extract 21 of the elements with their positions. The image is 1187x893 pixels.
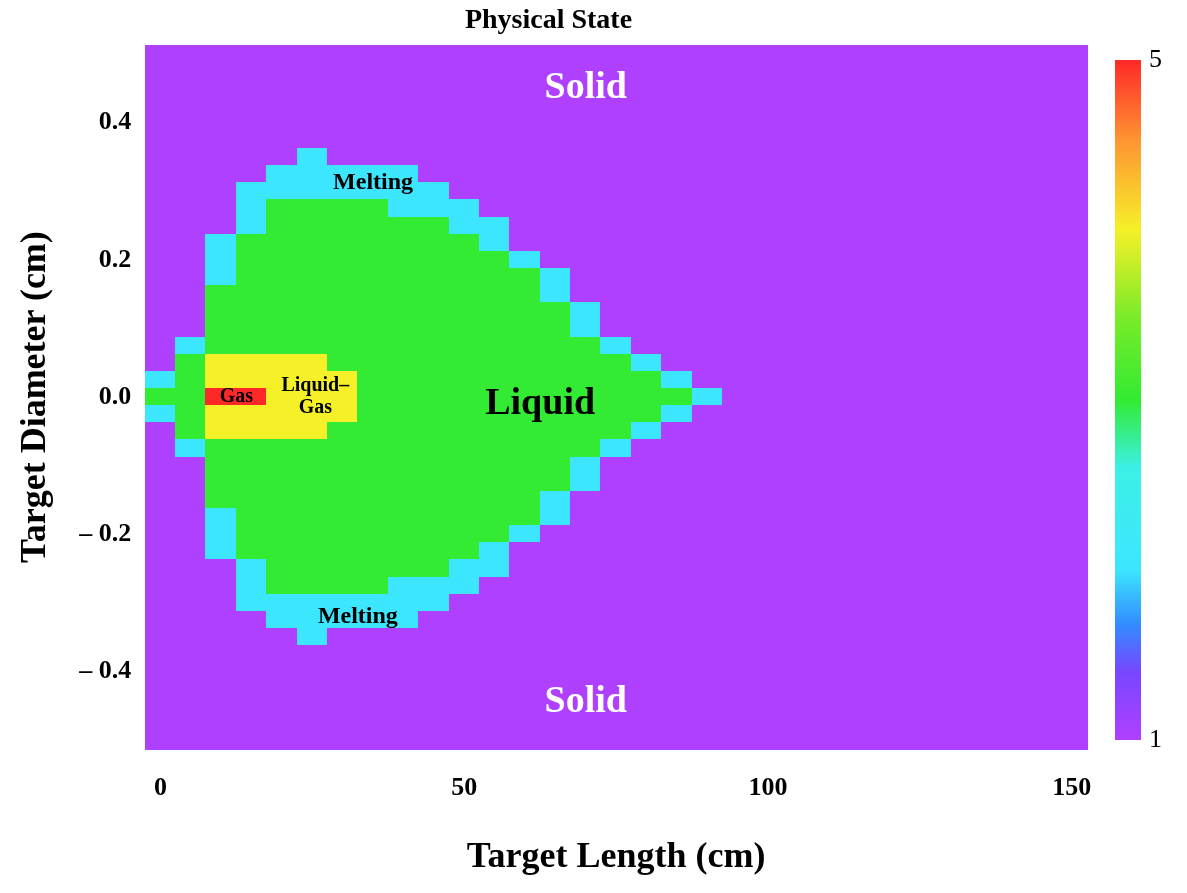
x-axis-title: Target Length (cm) [466, 834, 766, 875]
y-tick-label: – 0.4 [78, 655, 132, 685]
y-tick-label: 0.4 [98, 106, 132, 136]
annotation: Gas [219, 384, 254, 407]
annotation: Solid [544, 64, 627, 107]
annotation: Liquid [485, 379, 596, 422]
y-axis-title: Target Diameter (cm) [12, 231, 53, 564]
annotation: Melting [317, 601, 398, 628]
color-bar-label: 5 [1149, 43, 1162, 73]
x-tick-label: 50 [451, 771, 478, 801]
color-bar-label: 1 [1149, 723, 1162, 753]
x-tick-label: 100 [748, 771, 788, 801]
x-tick-label: 150 [1052, 771, 1092, 801]
y-tick-label: 0.0 [98, 380, 132, 410]
annotation: Solid [544, 678, 627, 721]
annotation: Liquid–Gas [281, 373, 351, 418]
y-tick-label: 0.2 [98, 243, 132, 273]
y-tick-label: – 0.2 [78, 517, 132, 547]
x-tick-label: 0 [153, 771, 167, 801]
chart-title: Physical State [464, 3, 633, 35]
annotation: Melting [333, 167, 414, 194]
